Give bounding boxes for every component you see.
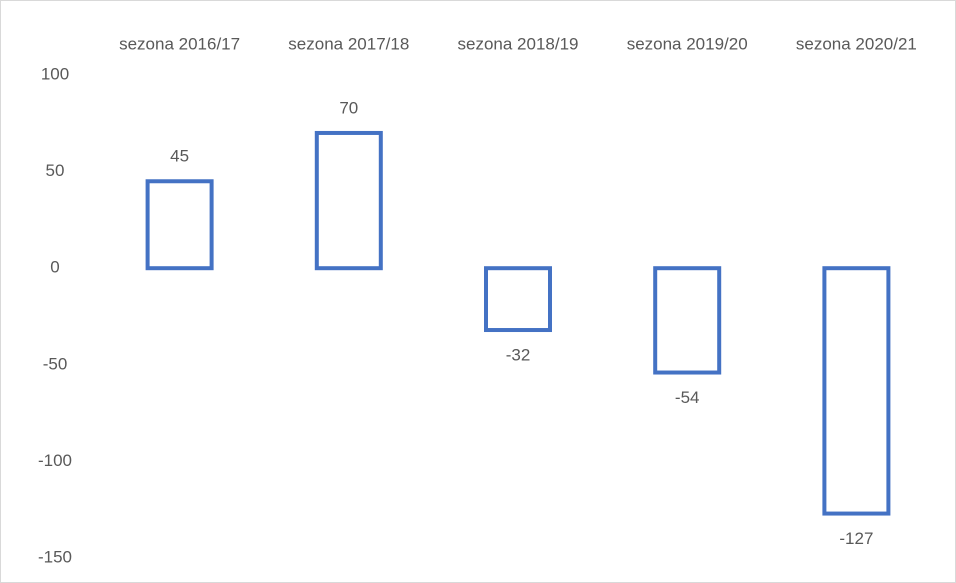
y-tick-label: 100 [41,64,69,83]
y-tick-label: 50 [46,161,65,180]
data-label: -54 [675,388,700,407]
data-label: 70 [339,98,358,117]
bar [314,130,383,271]
bar [822,266,891,516]
x-tick-label: sezona 2020/21 [796,34,917,53]
data-label: 45 [170,147,189,166]
bar [145,179,214,271]
y-tick-label: -100 [38,451,72,470]
data-label: -32 [506,346,531,365]
y-tick-label: -50 [43,354,68,373]
x-tick-label: sezona 2018/19 [458,34,579,53]
bar [653,266,722,375]
x-tick-label: sezona 2019/20 [627,34,748,53]
bar [484,266,552,333]
data-label: -127 [839,529,873,548]
y-tick-label: -150 [38,547,72,566]
x-tick-label: sezona 2017/18 [288,34,409,53]
x-tick-label: sezona 2016/17 [119,34,240,53]
y-tick-label: 0 [50,258,59,277]
